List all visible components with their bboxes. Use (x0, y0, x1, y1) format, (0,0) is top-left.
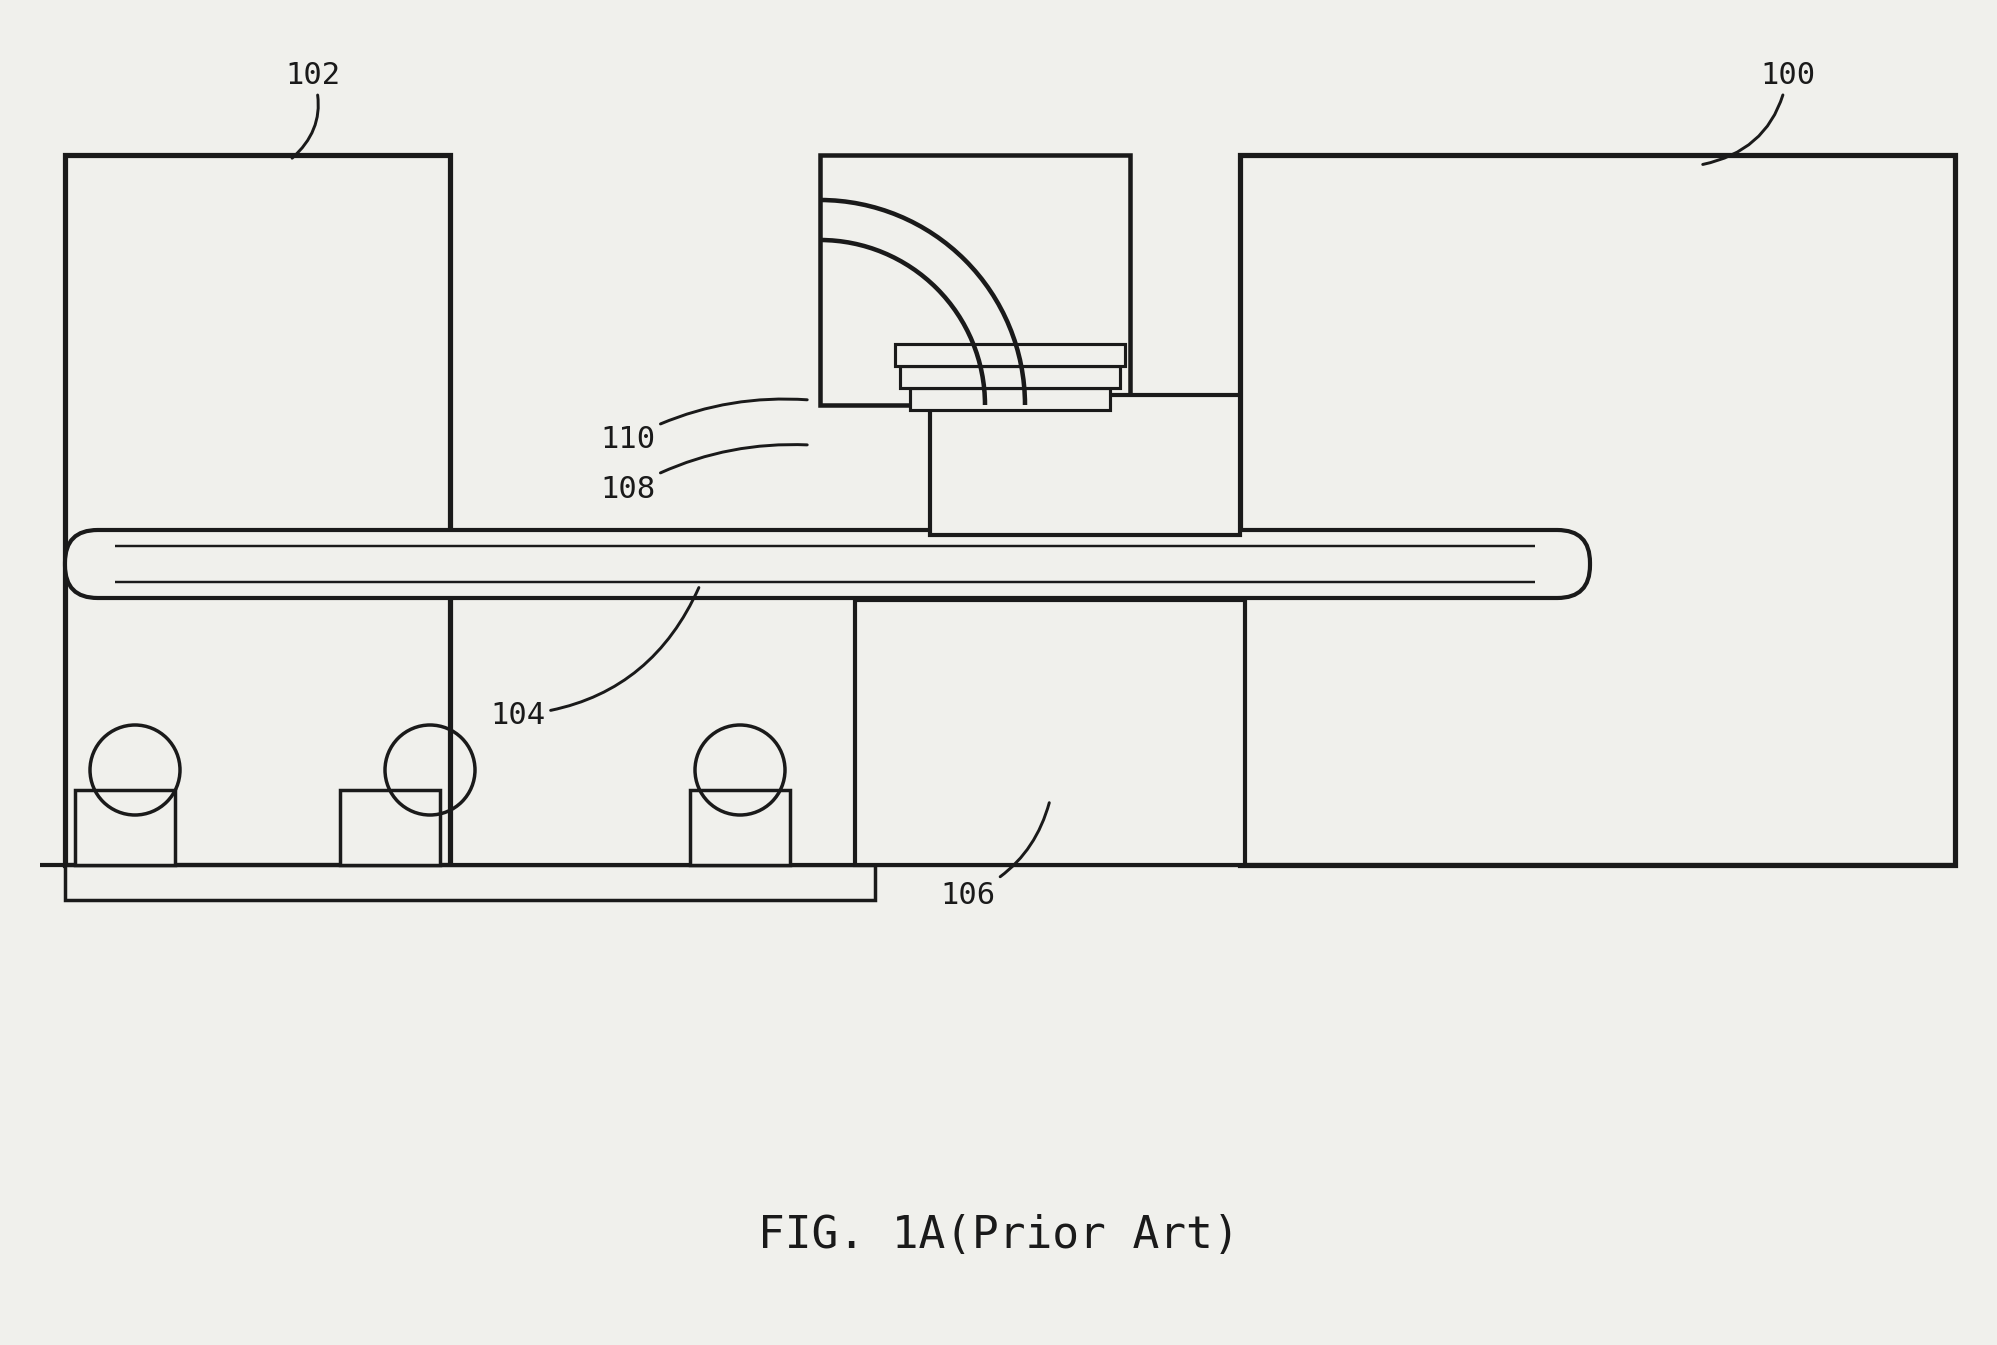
Bar (76, 790, 176, 865)
Text: 102: 102 (286, 61, 339, 159)
Text: 106: 106 (941, 803, 1048, 909)
Bar (911, 387, 1110, 410)
Bar (66, 155, 449, 865)
FancyBboxPatch shape (66, 530, 1590, 599)
Bar (691, 790, 791, 865)
Text: 108: 108 (599, 445, 807, 504)
Bar (931, 395, 1240, 535)
Bar (821, 155, 1130, 405)
Bar (1240, 155, 1955, 865)
Bar (895, 344, 1124, 366)
Text: FIG. 1A(Prior Art): FIG. 1A(Prior Art) (757, 1213, 1240, 1256)
Text: 104: 104 (489, 588, 699, 729)
Text: 110: 110 (599, 399, 807, 455)
Bar (901, 366, 1120, 387)
Bar (339, 790, 439, 865)
Bar (855, 600, 1244, 865)
Bar (66, 865, 875, 900)
Text: 100: 100 (1703, 61, 1815, 164)
